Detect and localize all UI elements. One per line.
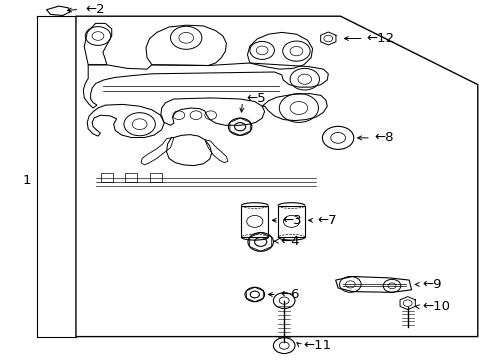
Text: 1: 1 bbox=[23, 174, 31, 186]
Text: ←11: ←11 bbox=[304, 339, 332, 352]
Text: ←7: ←7 bbox=[318, 214, 337, 227]
Text: ←2: ←2 bbox=[86, 3, 105, 16]
Bar bbox=[125, 173, 137, 182]
Text: ←8: ←8 bbox=[374, 131, 394, 144]
Text: ←9: ←9 bbox=[422, 278, 442, 291]
Text: ←3: ←3 bbox=[282, 214, 302, 227]
Text: ←5: ←5 bbox=[246, 92, 266, 105]
Text: ←12: ←12 bbox=[367, 32, 394, 45]
Text: ←4: ←4 bbox=[281, 235, 300, 248]
Text: ←10: ←10 bbox=[422, 300, 450, 313]
Bar bbox=[241, 206, 269, 237]
Bar bbox=[150, 173, 162, 182]
Text: ←6: ←6 bbox=[280, 288, 300, 301]
Bar bbox=[278, 206, 305, 237]
Bar bbox=[101, 173, 113, 182]
